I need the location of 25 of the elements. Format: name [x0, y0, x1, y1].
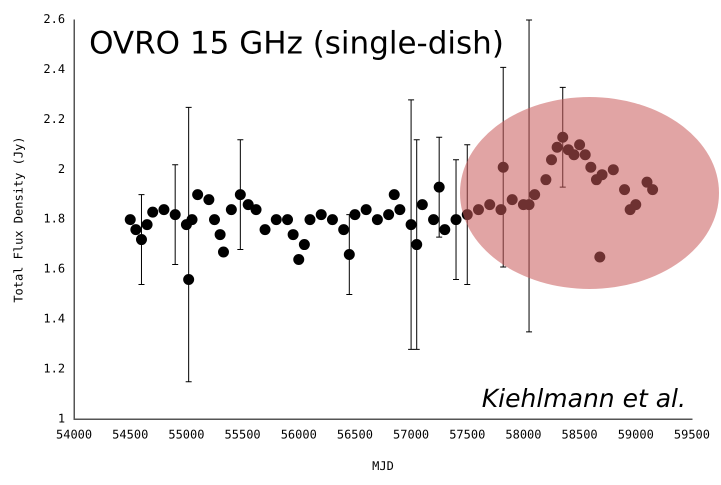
- x-tick-label: 54500: [112, 428, 148, 442]
- y-tick-label: 2.6: [43, 12, 66, 26]
- y-tick-label: 1.8: [43, 212, 66, 226]
- annotation: OVRO 15 GHz (single-dish): [89, 26, 504, 62]
- x-tick-label: 55000: [168, 428, 204, 442]
- x-tick-label: 57000: [393, 428, 430, 442]
- annotation: Kiehlmann et al.: [482, 384, 686, 414]
- y-axis-title: Total Flux Density (Jy): [11, 136, 26, 303]
- x-tick-label: 54000: [56, 428, 92, 442]
- y-tick-label: 2.2: [43, 112, 66, 126]
- x-axis-title: MJD: [372, 458, 394, 473]
- y-tick-label: 1: [58, 411, 66, 426]
- y-tick-label: 2.4: [43, 62, 66, 76]
- y-tick-label: 1.4: [43, 312, 66, 326]
- x-tick-label: 59500: [674, 428, 710, 442]
- y-tick-label: 1.6: [43, 262, 66, 276]
- y-tick-label: 2: [58, 162, 66, 176]
- x-tick-label: 56000: [280, 428, 317, 442]
- x-tick-label: 58000: [505, 428, 542, 442]
- y-tick-label: 1.2: [43, 361, 66, 376]
- x-tick-label: 59000: [618, 428, 654, 442]
- x-tick-label: 56500: [336, 428, 373, 442]
- x-tick-label: 57500: [449, 428, 486, 442]
- x-tick-label: 58500: [562, 428, 598, 442]
- x-tick-label: 55500: [224, 428, 261, 442]
